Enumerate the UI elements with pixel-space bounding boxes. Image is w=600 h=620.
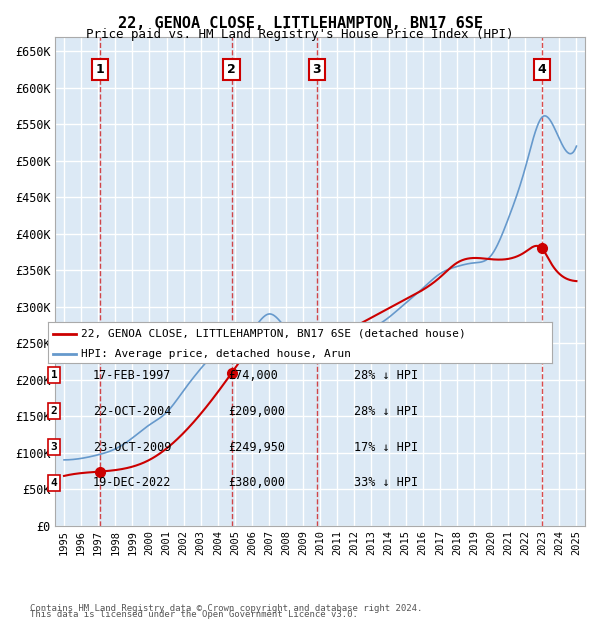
Text: 28% ↓ HPI: 28% ↓ HPI: [354, 369, 418, 381]
Text: 1: 1: [50, 370, 58, 380]
Text: 22, GENOA CLOSE, LITTLEHAMPTON, BN17 6SE: 22, GENOA CLOSE, LITTLEHAMPTON, BN17 6SE: [118, 16, 482, 30]
Text: 23-OCT-2009: 23-OCT-2009: [93, 441, 172, 453]
Text: 17% ↓ HPI: 17% ↓ HPI: [354, 441, 418, 453]
Text: 2: 2: [227, 63, 236, 76]
Text: 1: 1: [96, 63, 104, 76]
Text: 19-DEC-2022: 19-DEC-2022: [93, 477, 172, 489]
Text: £380,000: £380,000: [228, 477, 285, 489]
Text: This data is licensed under the Open Government Licence v3.0.: This data is licensed under the Open Gov…: [30, 609, 358, 619]
Text: HPI: Average price, detached house, Arun: HPI: Average price, detached house, Arun: [81, 349, 351, 359]
Text: 4: 4: [50, 478, 58, 488]
Text: 17-FEB-1997: 17-FEB-1997: [93, 369, 172, 381]
Text: £74,000: £74,000: [228, 369, 278, 381]
Text: 2: 2: [50, 406, 58, 416]
Text: 3: 3: [50, 442, 58, 452]
Text: 33% ↓ HPI: 33% ↓ HPI: [354, 477, 418, 489]
Text: 3: 3: [313, 63, 322, 76]
Text: 28% ↓ HPI: 28% ↓ HPI: [354, 405, 418, 417]
Text: £249,950: £249,950: [228, 441, 285, 453]
Text: 4: 4: [538, 63, 546, 76]
Text: 22, GENOA CLOSE, LITTLEHAMPTON, BN17 6SE (detached house): 22, GENOA CLOSE, LITTLEHAMPTON, BN17 6SE…: [81, 329, 466, 339]
Text: 22-OCT-2004: 22-OCT-2004: [93, 405, 172, 417]
Text: Price paid vs. HM Land Registry's House Price Index (HPI): Price paid vs. HM Land Registry's House …: [86, 28, 514, 41]
Text: Contains HM Land Registry data © Crown copyright and database right 2024.: Contains HM Land Registry data © Crown c…: [30, 603, 422, 613]
Text: £209,000: £209,000: [228, 405, 285, 417]
